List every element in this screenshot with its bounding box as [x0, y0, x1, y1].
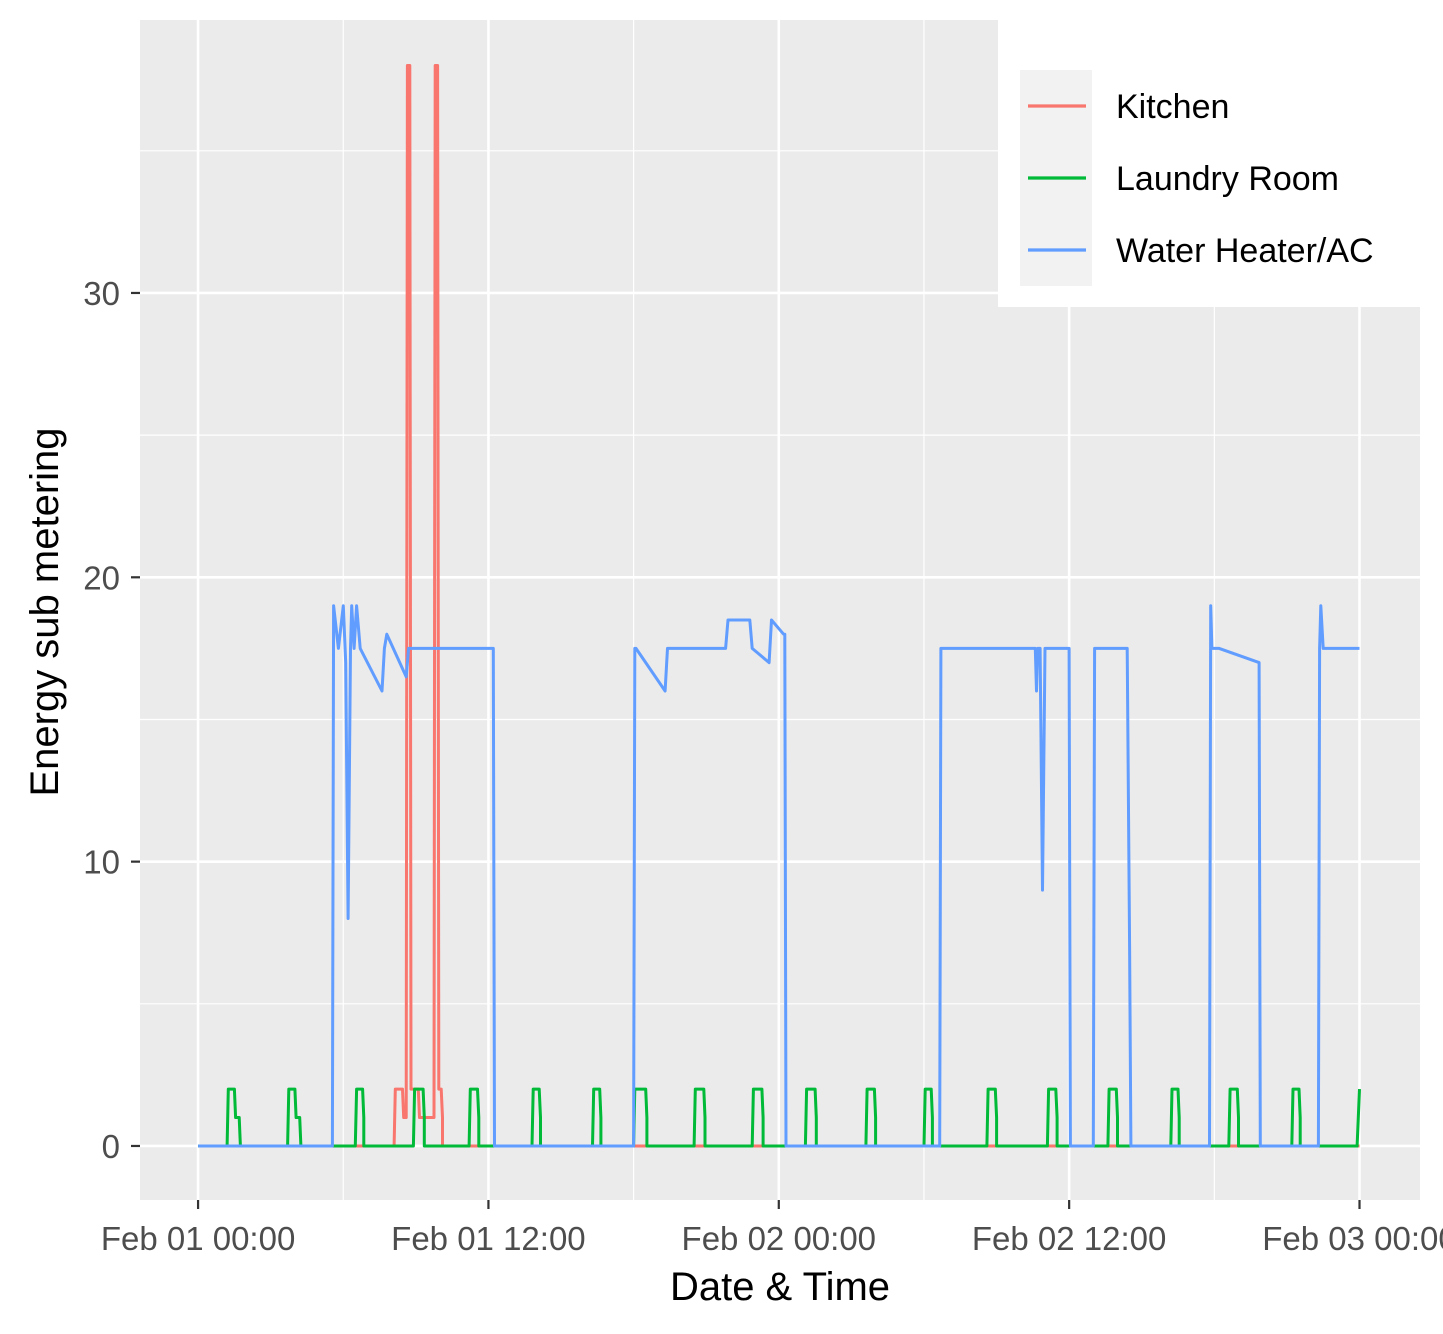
y-tick-label: 10: [83, 844, 120, 881]
legend-label: Water Heater/AC: [1116, 232, 1374, 270]
x-tick-label: Feb 02 12:00: [972, 1220, 1167, 1257]
legend: Kitchen Laundry Room Water Heater/AC: [998, 20, 1443, 307]
legend-label: Kitchen: [1116, 88, 1229, 126]
series-lines: [198, 64, 1361, 1148]
axes: Feb 01 00:00 Feb 01 12:00 Feb 02 00:00 Feb …: [83, 275, 1443, 1257]
y-tick-label: 30: [83, 275, 120, 312]
x-tick-label: Feb 01 12:00: [391, 1220, 586, 1257]
y-axis-title: Energy sub metering: [23, 427, 67, 796]
series-line-laundry-room: [198, 1087, 1361, 1148]
x-tick-label: Feb 03 00:00: [1262, 1220, 1443, 1257]
series-line-water-heater-ac: [198, 604, 1360, 1148]
x-tick-label: Feb 02 00:00: [682, 1220, 877, 1257]
x-tick-label: Feb 01 00:00: [101, 1220, 296, 1257]
x-axis-title: Date & Time: [670, 1265, 890, 1309]
y-tick-label: 20: [83, 559, 120, 596]
y-tick-label: 0: [102, 1128, 120, 1165]
legend-label: Laundry Room: [1116, 160, 1339, 198]
